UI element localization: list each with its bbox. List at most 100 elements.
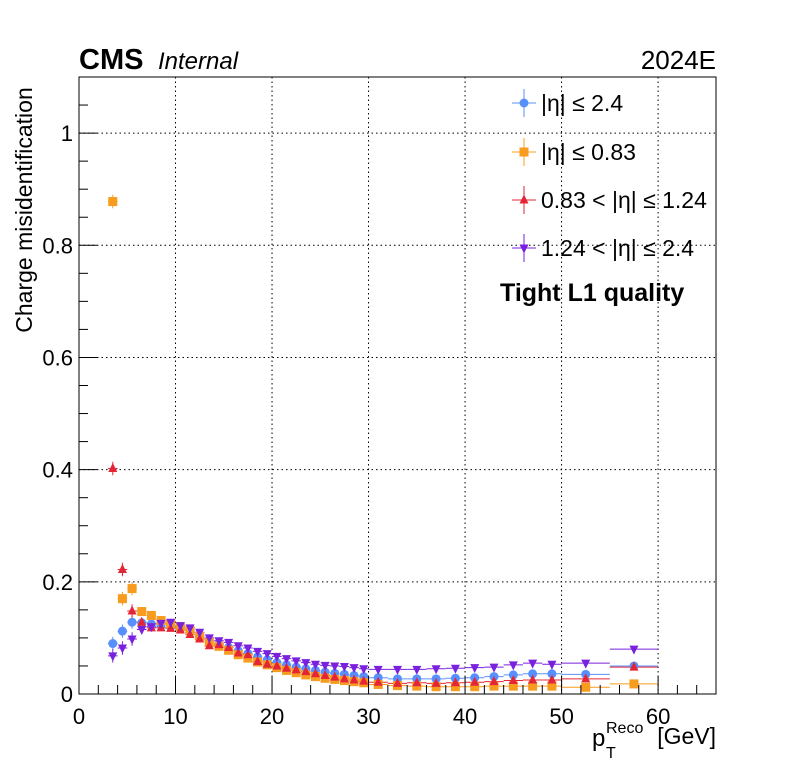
data-point-series-4 <box>214 637 224 647</box>
legend-label: |η| ≤ 2.4 <box>541 90 623 116</box>
data-point-series-4 <box>412 665 422 675</box>
data-point-series-2 <box>108 197 118 207</box>
data-point-series-3 <box>339 673 349 683</box>
data-point-series-2 <box>146 610 156 620</box>
data-point-series-3 <box>108 463 118 473</box>
data-point-series-4 <box>204 634 214 644</box>
data-point-series-2 <box>470 682 480 692</box>
data-point-series-3 <box>489 676 499 686</box>
legend-entry-4: 1.24 < |η| ≤ 2.4 <box>512 234 694 262</box>
data-point-series-4 <box>243 644 253 654</box>
x-axis-subscript: T <box>606 745 616 762</box>
data-point-series-3 <box>330 671 340 681</box>
data-point-series-2 <box>528 681 538 691</box>
data-point-series-4 <box>253 647 263 657</box>
data-point-series-3 <box>204 640 214 650</box>
status-label: Internal <box>158 48 239 75</box>
data-point-series-3 <box>262 658 272 668</box>
data-point-series-4 <box>166 618 176 628</box>
data-point-series-3 <box>195 633 205 643</box>
data-point-series-4 <box>272 652 282 662</box>
data-point-series-4 <box>450 664 460 674</box>
data-point-series-3 <box>450 677 460 687</box>
legend-label: |η| ≤ 0.83 <box>541 139 636 165</box>
data-point-series-4 <box>117 644 127 654</box>
data-point-series-4 <box>489 663 499 673</box>
data-point-series-3 <box>431 677 441 687</box>
y-tick-label: 0.6 <box>42 345 73 370</box>
data-point-series-3 <box>117 563 127 573</box>
data-point-series-4 <box>195 628 205 638</box>
data-point-series-4 <box>528 659 538 669</box>
data-point-series-3 <box>528 674 538 684</box>
data-point-series-3 <box>508 675 518 685</box>
data-point-series-4 <box>224 638 234 648</box>
tick-labels: 0 10 20 30 40 50 60 0 0.2 0.4 0.6 0.8 1 <box>42 121 670 729</box>
data-point-series-4 <box>108 652 118 662</box>
legend-marker <box>519 98 529 108</box>
x-tick-label: 60 <box>646 704 670 729</box>
data-point-series-4 <box>301 659 311 669</box>
data-point-series-3 <box>127 605 137 615</box>
plot-frame <box>78 76 717 695</box>
data-point-series-2 <box>581 682 591 692</box>
legend-entry-2: |η| ≤ 0.83 <box>512 138 636 166</box>
data-point-series-3 <box>137 616 147 626</box>
data-point-series-1 <box>547 669 557 679</box>
data-point-series-3 <box>373 676 383 686</box>
error-bars <box>107 194 659 690</box>
data-point-series-3 <box>243 649 253 659</box>
data-point-series-4 <box>349 664 359 674</box>
data-point-series-3 <box>310 668 320 678</box>
data-point-series-1 <box>528 669 538 679</box>
data-point-series-4 <box>508 661 518 671</box>
experiment-label: CMS <box>79 44 143 76</box>
data-point-series-4 <box>282 655 292 665</box>
data-point-series-4 <box>156 619 166 629</box>
legend-marker <box>519 194 529 204</box>
data-point-series-4 <box>470 664 480 674</box>
data-point-series-4 <box>146 623 156 633</box>
data-point-series-3 <box>320 669 330 679</box>
data-point-series-1 <box>508 670 518 680</box>
y-tick-label: 0.4 <box>42 458 73 483</box>
data-point-series-4 <box>310 660 320 670</box>
y-tick-label: 0.8 <box>42 233 73 258</box>
data-point-series-4 <box>233 642 243 652</box>
data-point-series-4 <box>373 665 383 675</box>
data-markers <box>108 197 639 692</box>
data-point-series-3 <box>412 677 422 687</box>
data-point-series-3 <box>253 655 263 665</box>
data-point-series-4 <box>185 624 195 634</box>
data-point-series-2 <box>127 584 137 594</box>
y-tick-label: 1 <box>61 121 73 146</box>
data-point-series-2 <box>489 681 499 691</box>
data-point-series-3 <box>291 664 301 674</box>
quality-annotation: Tight L1 quality <box>500 279 684 307</box>
y-axis-title: Charge misidentification <box>11 87 37 332</box>
legend-marker <box>519 147 529 157</box>
x-tick-label: 40 <box>453 704 477 729</box>
x-tick-label: 50 <box>549 704 573 729</box>
x-axis-unit: [GeV] <box>657 723 716 749</box>
x-tick-label: 0 <box>73 704 85 729</box>
x-axis-symbol: p <box>592 725 605 752</box>
data-point-series-3 <box>393 677 402 687</box>
data-point-series-3 <box>470 676 480 686</box>
data-point-series-2 <box>547 681 557 691</box>
x-tick-label: 30 <box>356 704 380 729</box>
data-point-series-3 <box>185 629 195 639</box>
x-axis-title: p Reco T [GeV] <box>592 720 716 762</box>
axis-ticks <box>78 76 717 695</box>
data-point-series-3 <box>272 660 282 670</box>
data-point-series-4 <box>330 662 340 672</box>
legend-label: 1.24 < |η| ≤ 2.4 <box>541 235 694 261</box>
x-axis-superscript: Reco <box>606 720 643 737</box>
data-point-series-4 <box>629 645 639 655</box>
data-point-series-3 <box>581 673 591 683</box>
data-point-series-3 <box>629 661 639 671</box>
data-point-series-3 <box>233 647 243 657</box>
data-point-series-4 <box>393 665 402 675</box>
data-point-series-2 <box>117 594 127 604</box>
